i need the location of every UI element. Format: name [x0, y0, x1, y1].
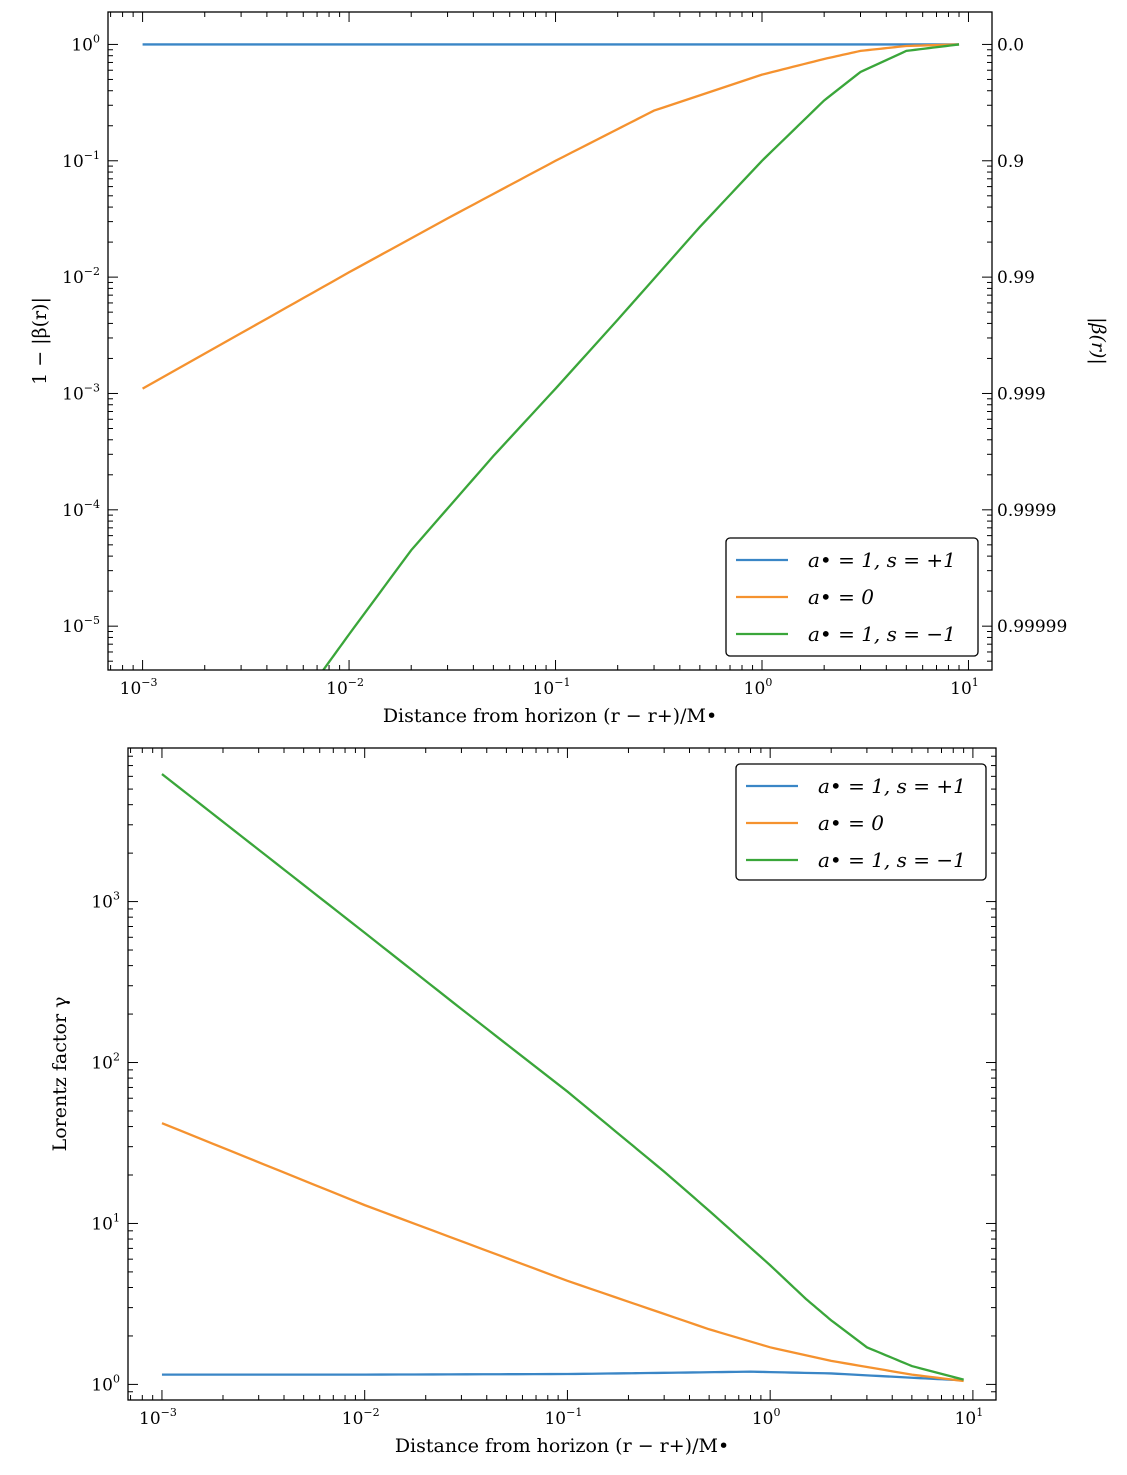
y-tick-label-exp: −5 [84, 614, 100, 627]
legend-label-0: a• = 1, s = +1 [808, 548, 956, 572]
y-tick-label-base: 10 [91, 893, 113, 913]
y-tick-label-base: 10 [62, 501, 84, 521]
x-tick-label-exp: 1 [972, 676, 979, 689]
x-tick-label: 10−2 [342, 1406, 380, 1429]
y-tick-label-exp: 1 [113, 1211, 120, 1224]
y-tick-label: 10−2 [62, 265, 100, 288]
x-tick-label: 10−1 [544, 1406, 582, 1429]
y-right-tick-label: 0.9999 [997, 501, 1056, 521]
series-line-2 [161, 773, 964, 1381]
top-chart-beta: 10−3 10−2 10−1 100 10110010−110−210−310−410−… [29, 11, 1109, 727]
x-tick-label-exp: −1 [554, 676, 570, 689]
x-tick-label-base: 10 [342, 1409, 364, 1429]
y-tick-label-base: 10 [91, 1375, 113, 1395]
y-tick-label-base: 10 [71, 35, 93, 55]
legend-label-0: a• = 1, s = +1 [818, 774, 966, 798]
x-tick-label-exp: 0 [765, 676, 772, 689]
x-tick-label-exp: −3 [161, 1406, 177, 1419]
plot-frame [107, 11, 993, 671]
y-tick-label: 100 [91, 1372, 120, 1395]
x-tick-label-base: 10 [139, 1409, 161, 1429]
x-tick-label-base: 10 [326, 679, 348, 699]
x-tick-label-base: 10 [752, 1409, 774, 1429]
y-tick-label-base: 10 [62, 617, 84, 637]
legend-label-1: a• = 0 [808, 585, 874, 609]
x-tick-label: 10−1 [533, 676, 571, 699]
x-tick-label-exp: 1 [976, 1406, 983, 1419]
y-tick-label-exp: −4 [84, 498, 100, 511]
y-tick-label-exp: 0 [113, 1372, 120, 1385]
y-axis-right: 0.0 0.9 0.99 0.999 0.9999 0.99999 |β(r)| [997, 35, 1109, 637]
y-tick-label-base: 10 [62, 268, 84, 288]
plot-frame [127, 747, 997, 1401]
series-line-1 [142, 43, 960, 390]
x-tick-label: 101 [955, 1406, 984, 1429]
x-tick-label: 101 [950, 676, 979, 699]
y-tick-label: 10−4 [62, 498, 100, 521]
y-tick-label-base: 10 [62, 384, 84, 404]
legend-label-1: a• = 0 [818, 811, 884, 835]
x-axis-label: Distance from horizon (r − r+)/M• [383, 705, 717, 727]
x-axis-label: Distance from horizon (r − r+)/M• [395, 1435, 729, 1457]
legend: a• = 1, s = +1 a• = 0 a• = 1, s = −1 [735, 763, 987, 881]
y-right-tick-label: 0.99 [997, 268, 1035, 288]
y-tick-label-exp: −2 [84, 265, 100, 278]
y-axis-label: Lorentz factor γ [49, 997, 71, 1152]
legend-box [735, 763, 987, 881]
x-tick-label: 10−3 [139, 1406, 177, 1429]
x-tick-label: 10−2 [326, 676, 364, 699]
plot-area [161, 773, 964, 1383]
legend-box [725, 537, 979, 657]
y-tick-label: 100 [71, 32, 100, 55]
x-tick-label-exp: 0 [773, 1406, 780, 1419]
x-tick-label: 100 [744, 676, 773, 699]
y-tick-label: 101 [91, 1211, 120, 1234]
y-right-tick-label: 0.99999 [997, 617, 1067, 637]
y-tick-label: 10−3 [62, 381, 100, 404]
y-tick-label-exp: 2 [113, 1051, 120, 1064]
x-tick-label-base: 10 [950, 679, 972, 699]
plot-area [142, 43, 960, 670]
legend-label-2: a• = 1, s = −1 [808, 622, 956, 646]
y-tick-label: 103 [91, 890, 120, 913]
x-axis: 10−3 10−2 10−1 100 101 [110, 12, 979, 699]
y-tick-label-exp: 0 [93, 32, 100, 45]
y-tick-label-exp: −3 [84, 381, 100, 394]
x-tick-label-exp: −2 [363, 1406, 379, 1419]
series-line-1 [161, 1122, 964, 1383]
y-tick-label-exp: 3 [113, 890, 120, 903]
y-right-tick-label: 0.0 [997, 35, 1024, 55]
y-tick-label-exp: −1 [84, 149, 100, 162]
x-tick-label-base: 10 [120, 679, 142, 699]
y-right-tick-label: 0.9 [997, 152, 1024, 172]
y-tick-label: 10−1 [62, 149, 100, 172]
series-line-0 [161, 1370, 964, 1382]
x-tick-label-base: 10 [744, 679, 766, 699]
x-tick-label: 10−3 [120, 676, 158, 699]
x-tick-label: 100 [752, 1406, 781, 1429]
x-tick-label-exp: −3 [141, 676, 157, 689]
y-axis-label: 1 − |β(r)| [29, 297, 51, 385]
x-tick-label-exp: −1 [566, 1406, 582, 1419]
y-right-tick-label: 0.999 [997, 384, 1046, 404]
y-axis-right-label: |β(r)| [1087, 317, 1109, 365]
legend: a• = 1, s = +1 a• = 0 a• = 1, s = −1 [725, 537, 979, 657]
y-tick-label-base: 10 [62, 152, 84, 172]
legend-label-2: a• = 1, s = −1 [818, 848, 966, 872]
series-line-2 [322, 43, 960, 670]
x-tick-label-exp: −2 [348, 676, 364, 689]
x-tick-label-base: 10 [955, 1409, 977, 1429]
x-tick-label-base: 10 [544, 1409, 566, 1429]
y-tick-label-base: 10 [91, 1214, 113, 1234]
y-tick-label: 102 [91, 1051, 120, 1074]
x-axis: 10−3 10−2 10−1 100 101 [130, 748, 984, 1429]
x-tick-label-base: 10 [533, 679, 555, 699]
y-tick-label-base: 10 [91, 1054, 113, 1074]
y-tick-label: 10−5 [62, 614, 100, 637]
